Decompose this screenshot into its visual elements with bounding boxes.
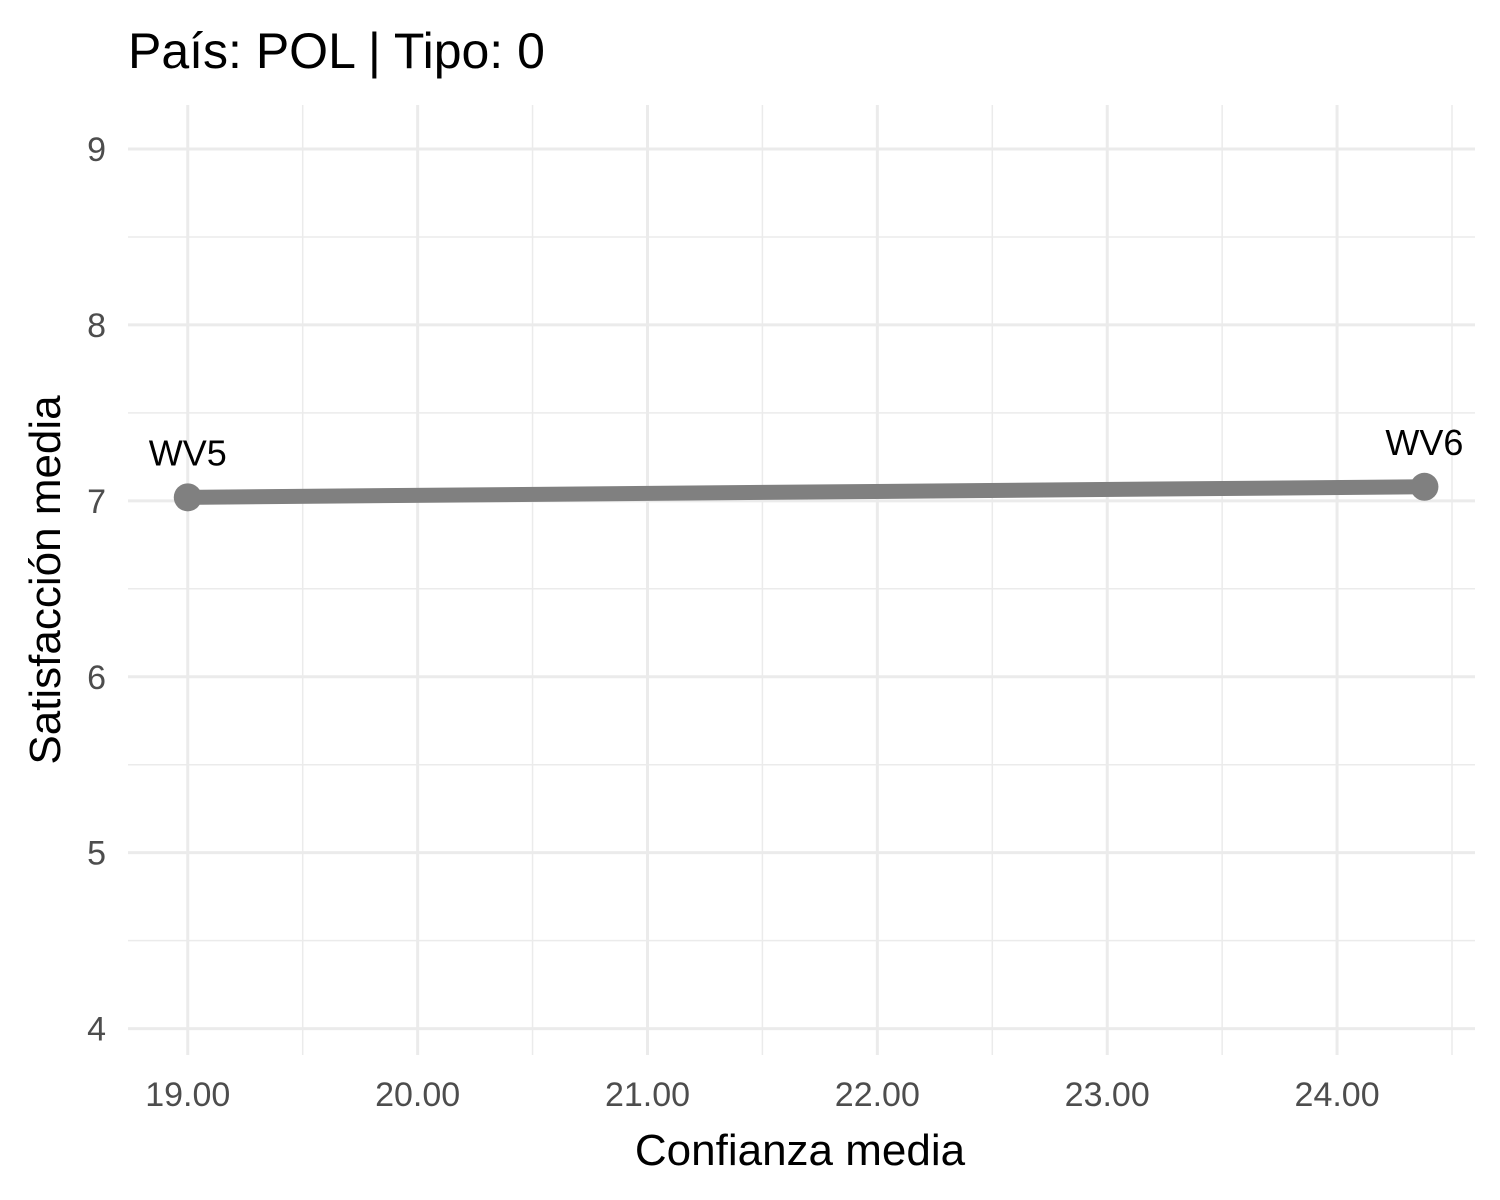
series-layer [173,472,1439,512]
y-tick-label: 9 [87,131,106,169]
data-point [1410,472,1439,501]
y-tick-label: 4 [87,1011,106,1049]
data-point-label: WV6 [1385,422,1463,463]
x-axis-title: Confianza media [635,1126,966,1175]
y-tick-label: 5 [87,835,106,873]
y-tick-label: 7 [87,483,106,521]
y-tick-labels: 4 5 6 7 8 9 [87,131,106,1049]
x-tick-label: 24.00 [1295,1076,1380,1114]
x-tick-label: 20.00 [375,1076,460,1114]
point-labels: WV5 WV6 [149,422,1464,474]
series-line [187,479,1425,505]
x-tick-label: 22.00 [835,1076,920,1114]
chart-title: País: POL | Tipo: 0 [128,23,545,79]
y-tick-label: 8 [87,307,106,345]
grid [128,105,1475,1055]
data-point-label: WV5 [149,432,227,473]
x-tick-label: 21.00 [605,1076,690,1114]
x-tick-label: 23.00 [1065,1076,1150,1114]
data-point [173,483,202,512]
y-axis-title: Satisfacción media [21,395,70,765]
x-tick-labels: 19.00 20.00 21.00 22.00 23.00 24.00 [145,1076,1379,1114]
x-tick-label: 19.00 [145,1076,230,1114]
y-tick-label: 6 [87,659,106,697]
